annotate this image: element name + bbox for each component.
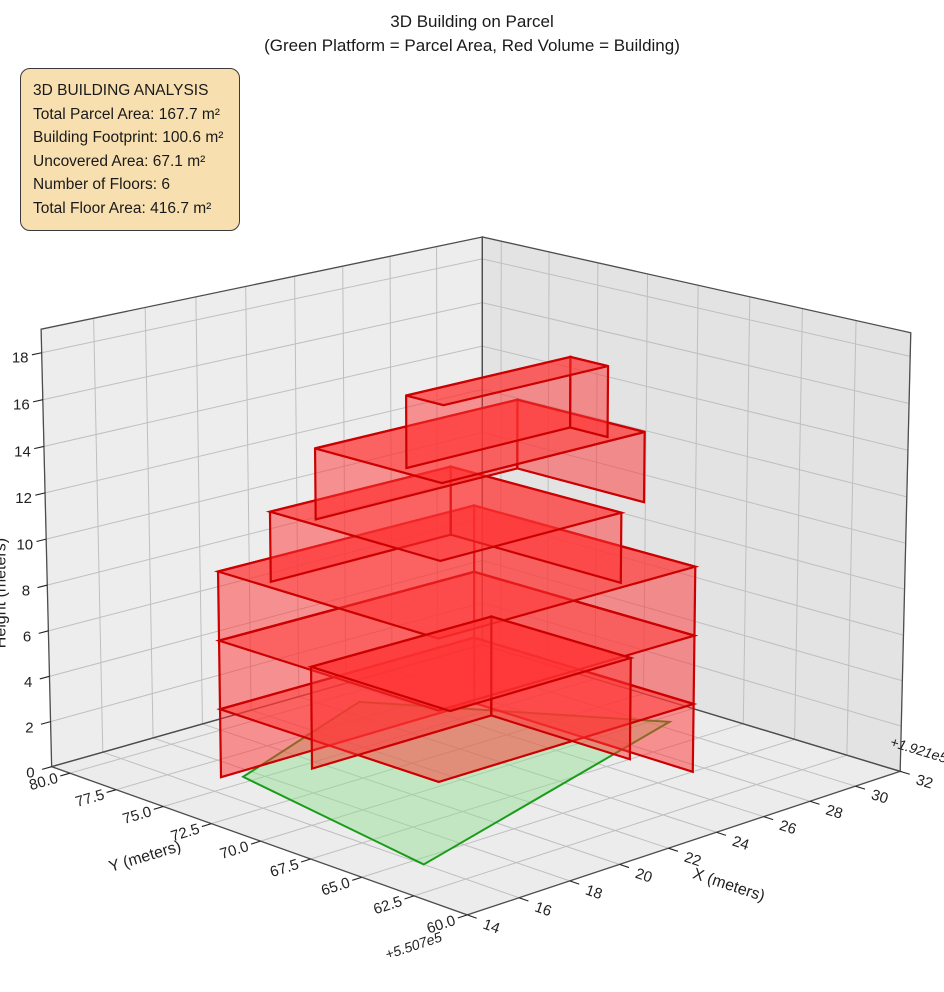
svg-text:70.0: 70.0 [218, 838, 251, 863]
svg-text:14: 14 [481, 916, 502, 938]
svg-text:28: 28 [824, 802, 845, 823]
svg-text:16: 16 [532, 899, 553, 921]
svg-text:32: 32 [914, 771, 935, 792]
svg-text:67.5: 67.5 [268, 856, 301, 881]
svg-text:Y (meters): Y (meters) [107, 838, 183, 876]
svg-text:4: 4 [24, 674, 32, 691]
svg-text:16: 16 [13, 396, 30, 413]
svg-text:6: 6 [23, 628, 31, 645]
svg-text:24: 24 [730, 833, 751, 854]
svg-text:30: 30 [869, 786, 890, 807]
svg-text:65.0: 65.0 [319, 874, 352, 899]
svg-text:12: 12 [15, 490, 32, 507]
svg-text:X (meters): X (meters) [691, 866, 767, 906]
svg-text:2: 2 [25, 719, 33, 736]
svg-text:18: 18 [583, 882, 604, 903]
svg-text:77.5: 77.5 [74, 786, 107, 810]
svg-text:10: 10 [16, 536, 33, 553]
svg-text:Height (meters): Height (meters) [0, 538, 9, 648]
svg-text:+5.507e5: +5.507e5 [383, 929, 444, 963]
svg-text:14: 14 [14, 443, 31, 460]
svg-text:8: 8 [22, 582, 30, 599]
svg-text:18: 18 [12, 349, 29, 366]
svg-text:0: 0 [26, 765, 34, 782]
svg-text:26: 26 [777, 817, 798, 838]
svg-text:75.0: 75.0 [121, 803, 154, 828]
svg-text:62.5: 62.5 [371, 893, 404, 918]
svg-text:20: 20 [633, 865, 654, 886]
